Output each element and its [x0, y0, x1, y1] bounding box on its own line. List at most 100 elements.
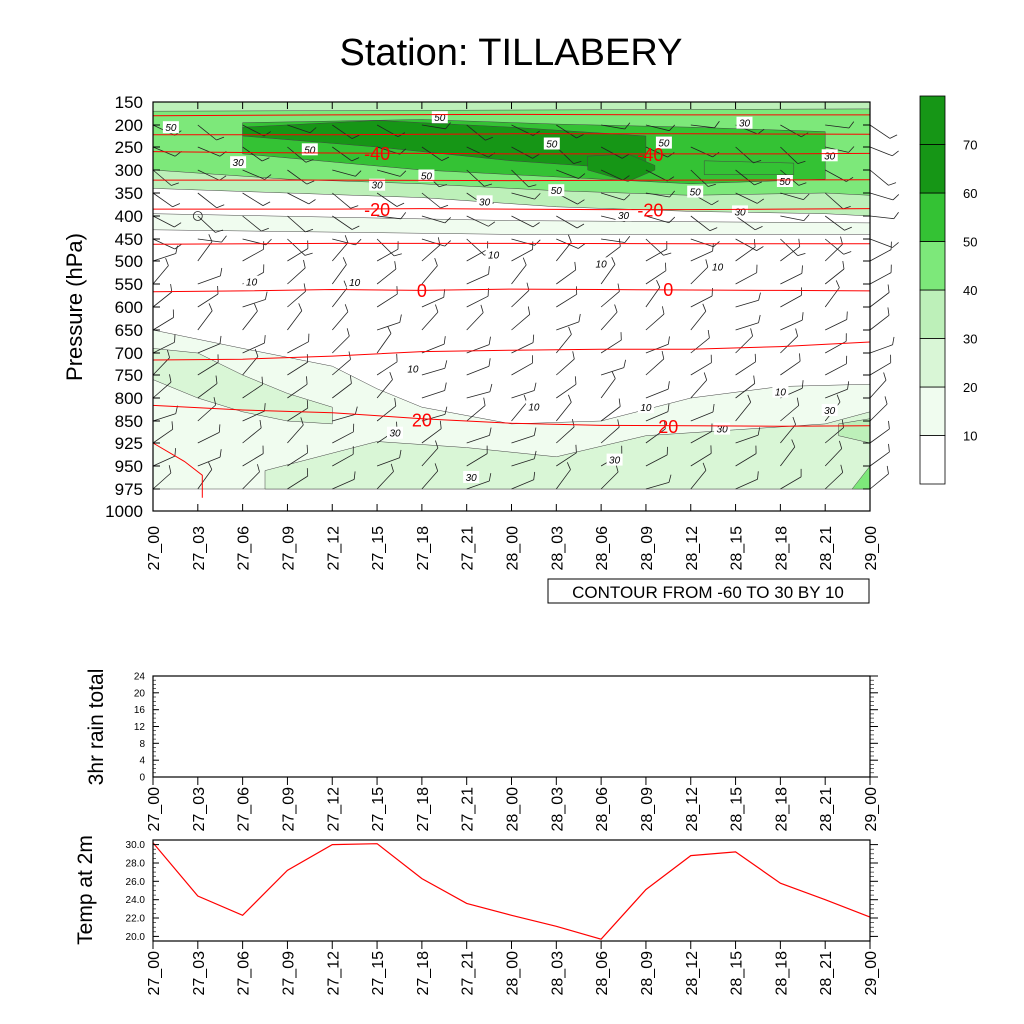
wind-barb-staff: [869, 192, 894, 201]
wind-barb-staff: [332, 124, 353, 139]
speed-label-bg: [709, 260, 726, 273]
wind-barb-feather: [578, 173, 586, 179]
wind-barb-staff: [421, 238, 445, 247]
speed-label-bg: [404, 362, 421, 375]
colorbar-label: 20: [963, 380, 977, 395]
wind-barb-staff: [824, 215, 845, 231]
wind-barb-staff: [287, 407, 308, 422]
wind-barb-feather: [883, 372, 887, 381]
wind-barb-staff: [466, 124, 486, 141]
wind-barb-staff: [780, 335, 798, 354]
wind-barb-staff: [824, 472, 843, 490]
wind-barb-feather: [257, 464, 260, 473]
wind-barb-staff: [690, 215, 711, 232]
wind-barb-staff: [735, 169, 755, 186]
wind-barb-staff: [690, 311, 707, 331]
wind-barb-feather: [661, 351, 665, 359]
wind-barb-staff: [242, 169, 265, 180]
speed-contour-label: 30: [618, 211, 630, 222]
wind-barb-staff: [511, 402, 528, 422]
wind-barb-feather: [532, 222, 540, 228]
y-tick-label: 26.0: [126, 877, 146, 888]
wind-barb-feather: [621, 153, 630, 159]
wind-barb-feather: [483, 397, 486, 406]
wind-barb-feather: [394, 398, 397, 407]
wind-barb-staff: [242, 248, 264, 262]
sounding-ylabel: Pressure (hPa): [62, 233, 87, 381]
pressure-tick-label: 350: [115, 184, 143, 203]
wind-barb-feather: [712, 243, 714, 252]
temp-contour-line: [152, 288, 871, 293]
temp-y-axis: 20.0 22.0 24.0 26.0 28.0 30.0: [126, 840, 878, 943]
wind-barb-feather: [172, 203, 181, 208]
wind-barb-feather: [262, 201, 271, 206]
wind-barb-staff: [556, 426, 575, 444]
wind-barb-staff: [242, 146, 263, 162]
wind-barb-staff: [152, 265, 169, 285]
speed-contour-label: 30: [824, 406, 836, 417]
speed-contour-label: 10: [407, 364, 419, 375]
wind-barb-staff: [645, 287, 661, 308]
wind-barb-staff: [421, 390, 445, 399]
y-tick-label: 16: [134, 705, 146, 716]
wind-barb-feather: [168, 465, 172, 474]
wind-barb-staff: [690, 238, 714, 248]
wind-barb-staff: [735, 146, 754, 164]
wind-barb-feather: [623, 359, 626, 368]
wind-barb-staff: [825, 124, 850, 129]
x-tick-label: 27_15: [370, 951, 387, 996]
speed-label-bg: [418, 169, 435, 182]
x-tick-label: 28_09: [639, 787, 656, 832]
wind-barb-staff: [690, 411, 714, 422]
wind-barb-feather: [527, 306, 531, 315]
wind-barb-feather: [213, 397, 217, 406]
wind-barb-staff: [735, 453, 757, 467]
wind-barb-feather: [399, 170, 407, 177]
wind-barb-staff: [780, 319, 803, 331]
wind-barb-staff: [511, 290, 530, 308]
wind-barb-feather: [664, 420, 666, 429]
wind-barb-staff: [600, 192, 625, 201]
wind-barb-feather: [624, 235, 631, 243]
wind-barb-staff: [735, 238, 757, 251]
speed-contour-label: 10: [349, 278, 361, 289]
speed-contour-label: 30: [734, 207, 746, 218]
wind-barb-staff: [421, 470, 439, 490]
wind-barb-staff: [466, 273, 489, 285]
wind-barb-staff: [421, 192, 441, 209]
wind-barb-staff: [152, 341, 175, 354]
wind-barb-feather: [488, 473, 492, 482]
colorbar-swatch: [919, 386, 946, 436]
speed-contour-label: 10: [528, 402, 540, 413]
temp-contour-line: [152, 242, 870, 245]
wind-barb-staff: [332, 146, 353, 162]
y-tick-label: 4: [139, 756, 145, 767]
wind-barb-staff: [511, 169, 529, 188]
wind-barb-staff: [600, 378, 616, 399]
y-tick-label: 8: [139, 739, 145, 750]
temp-contour-line: [153, 133, 871, 136]
wind-barb-feather: [399, 449, 402, 458]
y-tick-label: 20: [134, 688, 146, 699]
x-tick-label: 28_06: [594, 951, 611, 996]
wind-barb-feather: [350, 205, 359, 209]
wind-barb-staff: [287, 248, 309, 262]
wind-barb-feather: [624, 122, 631, 130]
temp-contour-label: -40: [364, 144, 390, 164]
wind-barb-staff: [824, 238, 844, 255]
wind-barb-feather: [264, 335, 266, 344]
wind-barb-feather: [532, 130, 540, 136]
wind-barb-staff: [197, 215, 216, 233]
speed-contour-label: 30: [372, 181, 384, 192]
speed-label-bg: [243, 275, 260, 288]
temp-time-axis: 27_00 27_03 27_06 27_09 27_12 27_15 27_18 27_21…: [146, 941, 880, 996]
wind-barb-staff: [600, 339, 622, 354]
speed-label-bg: [230, 156, 247, 169]
wind-barb-staff: [690, 250, 713, 262]
wind-barb-staff: [690, 362, 712, 376]
wind-barb-staff: [780, 424, 796, 444]
wind-barb-feather: [218, 424, 221, 433]
speed-contour-label: 50: [690, 188, 702, 199]
wind-barb-staff: [869, 403, 888, 422]
